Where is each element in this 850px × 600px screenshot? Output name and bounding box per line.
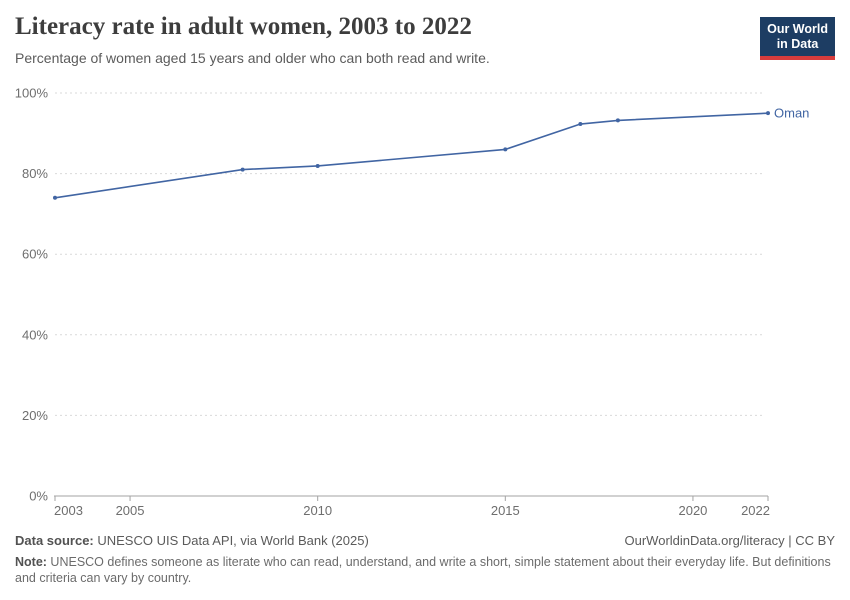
data-source-label: Data source: — [15, 533, 94, 548]
y-tick-label: 0% — [29, 489, 48, 504]
x-tick-label: 2020 — [678, 503, 707, 518]
note-label: Note: — [15, 555, 47, 569]
y-tick-label: 20% — [22, 408, 48, 423]
chart-footer: Data source: UNESCO UIS Data API, via Wo… — [15, 533, 835, 586]
owid-license-link[interactable]: OurWorldinData.org/literacy | CC BY — [624, 533, 835, 548]
data-source-text: UNESCO UIS Data API, via World Bank (202… — [93, 533, 369, 548]
owid-logo-line1: Our World — [767, 22, 828, 36]
y-tick-label: 100% — [15, 86, 49, 101]
data-source: Data source: UNESCO UIS Data API, via Wo… — [15, 533, 369, 548]
x-tick-label: 2015 — [491, 503, 520, 518]
series-label[interactable]: Oman — [774, 106, 809, 121]
data-point — [53, 195, 57, 200]
line-series — [54, 112, 769, 199]
chart-note: Note: UNESCO defines someone as literate… — [15, 554, 835, 586]
y-tick-label: 40% — [22, 327, 48, 342]
owid-logo-line2: in Data — [776, 37, 819, 51]
owid-logo: Our World in Data — [760, 17, 835, 60]
y-tick-label: 80% — [22, 166, 48, 181]
data-point — [503, 147, 508, 152]
x-tick-label: 2003 — [54, 503, 83, 518]
x-tick-label: 2022 — [741, 503, 770, 518]
data-point — [240, 167, 245, 172]
note-text: UNESCO defines someone as literate who c… — [15, 555, 831, 585]
chart-header: Literacy rate in adult women, 2003 to 20… — [15, 12, 835, 67]
data-point — [315, 163, 320, 168]
data-point — [615, 118, 620, 123]
x-tick-label: 2010 — [303, 503, 332, 518]
chart-svg: 0% 20% 40% 60% 80% 100% 2003 2005 2010 2015 2020 20… — [15, 86, 810, 519]
y-tick-label: 60% — [22, 247, 48, 262]
page-title: Literacy rate in adult women, 2003 to 20… — [15, 13, 472, 40]
chart-subtitle: Percentage of women aged 15 years and ol… — [15, 50, 490, 66]
data-point — [766, 111, 770, 116]
data-point — [578, 122, 583, 127]
line-chart: 0% 20% 40% 60% 80% 100% 2003 2005 2010 2015 2020 20… — [0, 80, 850, 530]
x-tick-label: 2005 — [116, 503, 145, 518]
